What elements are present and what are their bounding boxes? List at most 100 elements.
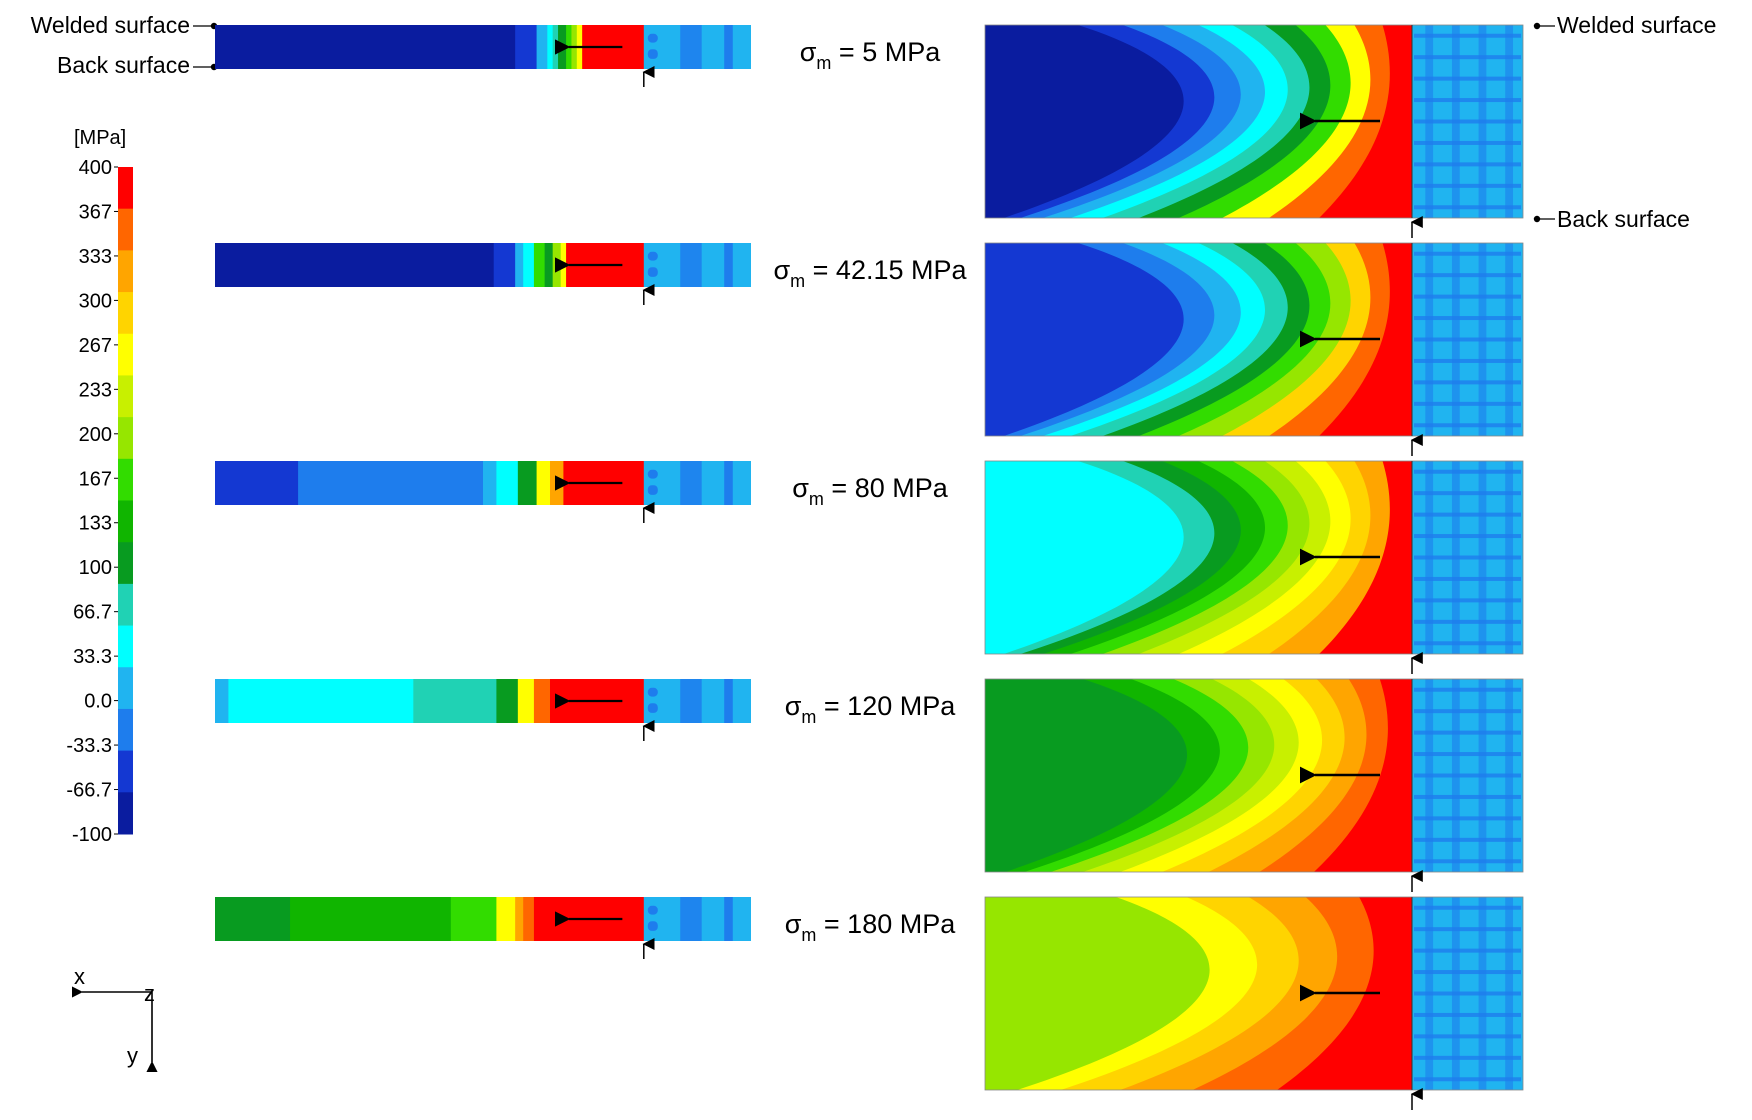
colorbar-tick-label: 233	[79, 379, 112, 401]
strip-band	[228, 679, 414, 723]
strip-band	[215, 897, 291, 941]
colorbar-segment	[118, 750, 133, 793]
cross-section-contour	[984, 242, 1524, 456]
colorbar-segment	[118, 250, 133, 293]
strip-band	[533, 679, 551, 723]
cross-section-contour	[984, 24, 1524, 238]
colorbar-segment	[118, 333, 133, 376]
strip-band	[515, 897, 524, 941]
colorbar-segment	[118, 542, 133, 585]
colorbar-unit: [MPa]	[74, 127, 126, 149]
welded-surface-label-left: Welded surface	[31, 12, 190, 38]
colorbar-segment	[118, 500, 133, 543]
stress-case: σm = 80 MPa	[215, 460, 1524, 674]
colorbar-tick-label: 400	[79, 157, 112, 179]
colorbar: 400 367 333 300 267 233 200 167 133 100 66.7 33.3 0.…	[66, 157, 133, 846]
colorbar-segment	[118, 292, 133, 335]
strip-band	[483, 461, 497, 505]
strip-band	[493, 243, 516, 287]
colorbar-segment	[118, 667, 133, 710]
colorbar-tick-label: 100	[79, 557, 112, 579]
colorbar-tick-label: 200	[79, 424, 112, 446]
colorbar-tick-label: 367	[79, 201, 112, 223]
colorbar-segment	[118, 792, 133, 835]
strip-band	[533, 243, 546, 287]
strip-band	[215, 25, 516, 69]
strip-band	[215, 461, 299, 505]
colorbar-tick-label: -66.7	[66, 780, 112, 802]
cross-section-contour	[984, 678, 1524, 892]
cross-section-contour	[984, 460, 1524, 674]
strip-band	[298, 461, 484, 505]
strip-band	[560, 243, 567, 287]
stress-cases: σm = 5 MPa σm = 42.15 MPa σm = 80 MPa σm = …	[215, 24, 1524, 1110]
surface-strip	[215, 461, 751, 523]
strip-band	[536, 461, 551, 505]
welded-surface-label-right: Welded surface	[1557, 12, 1716, 38]
colorbar-tick-label: 300	[79, 290, 112, 312]
strip-band	[558, 25, 567, 69]
strip-band	[552, 243, 562, 287]
strip-band	[413, 679, 497, 723]
contour-band	[1277, 897, 1412, 1090]
colorbar-segment	[118, 708, 133, 752]
colorbar-tick-label: 167	[79, 468, 112, 490]
strip-band	[496, 679, 519, 723]
strip-band	[496, 897, 516, 941]
colorbar-segment	[118, 625, 133, 668]
back-surface-label-right: Back surface	[1557, 206, 1690, 232]
strip-band	[536, 25, 548, 69]
strip-band	[550, 461, 564, 505]
contour-band	[1319, 243, 1412, 436]
colorbar-segment	[118, 167, 133, 210]
strip-band	[515, 243, 524, 287]
strip-band	[552, 25, 559, 69]
colorbar-tick-label: 66.7	[73, 602, 112, 624]
strip-band	[544, 243, 554, 287]
stress-case: σm = 42.15 MPa	[215, 242, 1524, 456]
surface-strip	[215, 897, 751, 959]
strip-band	[523, 897, 535, 941]
mean-stress-label: σm = 180 MPa	[785, 909, 956, 945]
surface-strip	[215, 243, 751, 305]
colorbar-tick-label: 333	[79, 246, 112, 268]
stress-case: σm = 120 MPa	[215, 678, 1524, 892]
colorbar-segment	[118, 417, 133, 460]
strip-band	[517, 679, 535, 723]
mean-stress-label: σm = 80 MPa	[792, 473, 948, 509]
mean-stress-label: σm = 42.15 MPa	[773, 255, 967, 291]
colorbar-tick-label: -33.3	[66, 735, 112, 757]
strip-band	[290, 897, 452, 941]
colorbar-tick-label: 267	[79, 335, 112, 357]
strip-band	[496, 461, 519, 505]
strip-band	[215, 679, 229, 723]
strip-band	[215, 243, 495, 287]
stress-case: σm = 5 MPa	[215, 24, 1524, 238]
cross-section-contour	[984, 896, 1524, 1110]
contour-band	[1313, 679, 1412, 872]
axis-x-label: x	[74, 964, 85, 989]
colorbar-segment	[118, 458, 133, 501]
mean-stress-label: σm = 5 MPa	[800, 37, 941, 73]
mean-stress-label: σm = 120 MPa	[785, 691, 956, 727]
axis-y-label: y	[127, 1043, 138, 1068]
colorbar-tick-label: 0.0	[84, 691, 112, 713]
colorbar-tick-label: 33.3	[73, 646, 112, 668]
colorbar-segment	[118, 208, 133, 251]
strip-band	[450, 897, 497, 941]
colorbar-tick-label: 133	[79, 513, 112, 535]
strip-band	[517, 461, 538, 505]
back-surface-label-left: Back surface	[57, 52, 190, 78]
strip-band	[547, 25, 554, 69]
colorbar-tick-label: -100	[72, 824, 112, 846]
stress-case: σm = 180 MPa	[215, 896, 1524, 1110]
contour-band	[1319, 25, 1412, 218]
contour-band	[1319, 461, 1412, 654]
colorbar-segment	[118, 583, 133, 627]
strip-band	[523, 243, 535, 287]
surface-strip	[215, 679, 751, 741]
colorbar-segment	[118, 375, 133, 418]
strip-band	[515, 25, 538, 69]
axis-z-label: z	[144, 981, 155, 1006]
